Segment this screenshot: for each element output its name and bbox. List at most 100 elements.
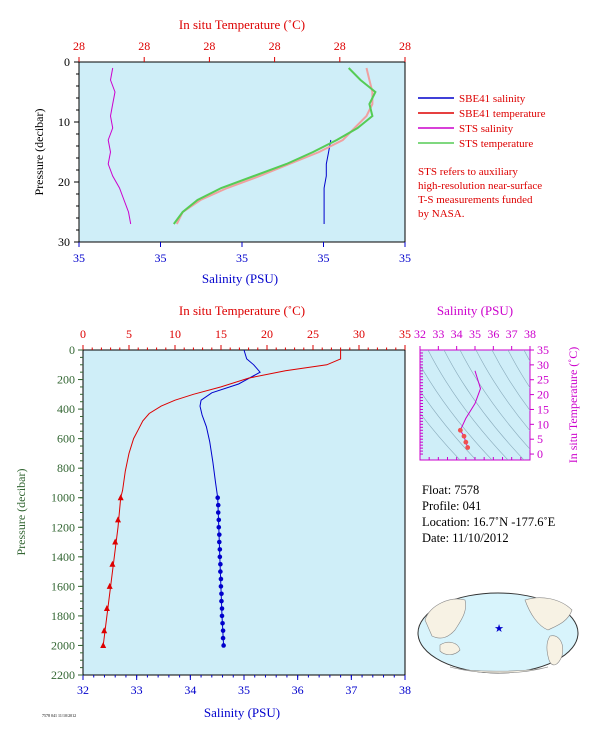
ts-density-contours bbox=[420, 350, 530, 460]
main-temperature-tick-label: 0 bbox=[80, 327, 86, 341]
main-pressure-tick-label: 1400 bbox=[51, 550, 75, 564]
top-plot-area bbox=[78, 61, 406, 243]
density-contour bbox=[427, 350, 509, 460]
salinity-marker bbox=[219, 613, 225, 619]
ts-plot-area bbox=[419, 349, 531, 461]
main-temperature-tick-label: 15 bbox=[215, 327, 227, 341]
ts-title: Salinity (PSU) bbox=[437, 303, 513, 318]
ts-deep-marker bbox=[465, 445, 471, 450]
top-line-sbe41-temperature bbox=[175, 67, 374, 225]
main-pressure-tick-label: 1000 bbox=[51, 491, 75, 505]
float-location-star-icon: ★ bbox=[494, 623, 504, 635]
temperature-marker bbox=[117, 494, 124, 501]
ts-deep-marker bbox=[457, 427, 463, 433]
world-map-australia bbox=[439, 641, 461, 655]
top-salinity-ticks: 35 35 35 35 35 bbox=[73, 242, 411, 265]
main-pressure-tick-label: 400 bbox=[57, 402, 75, 416]
ts-temperature-tick-label: 35 bbox=[537, 343, 549, 357]
main-pressure-tick-label: 2200 bbox=[51, 668, 75, 682]
ts-salinity-tick-label: 32 bbox=[414, 327, 426, 341]
legend-note-line-2: high-resolution near-surface bbox=[418, 180, 542, 192]
main-salinity-tick-label: 33 bbox=[131, 683, 143, 697]
ts-temperature-tick-label: 15 bbox=[537, 402, 549, 416]
top-salinity-label: Salinity (PSU) bbox=[202, 271, 278, 286]
legend-label-sts-salinity: STS salinity bbox=[459, 123, 514, 135]
top-panel: In situ Temperature (˚C) 28 28 28 28 28 28 35… bbox=[32, 17, 411, 286]
top-series-lines bbox=[107, 67, 377, 225]
density-contour bbox=[523, 350, 530, 362]
main-title: In situ Temperature (˚C) bbox=[179, 303, 305, 318]
top-pressure-ticks: 0 10 20 30 bbox=[58, 55, 79, 249]
salinity-marker bbox=[218, 576, 224, 582]
top-temperature-tick-label: 28 bbox=[73, 39, 85, 53]
main-pressure-tick-label: 1600 bbox=[51, 579, 75, 593]
main-pressure-tick-label: 0 bbox=[69, 343, 75, 357]
salinity-marker bbox=[221, 643, 226, 648]
main-panel: In situ Temperature (˚C) 0 5 10 15 20 25 30 35 … bbox=[14, 303, 411, 720]
main-temperature-ticks: 0 5 10 15 20 25 30 35 bbox=[80, 327, 411, 350]
main-plot-area bbox=[82, 349, 406, 676]
top-line-sbe41-salinity bbox=[323, 139, 332, 224]
ts-deep-marker bbox=[463, 439, 469, 445]
world-map-north-america bbox=[524, 597, 573, 631]
legend-note-line-3: T-S measurements funded bbox=[418, 194, 533, 206]
temperature-marker bbox=[112, 538, 119, 545]
main-salinity-ticks: 32 33 34 35 36 37 38 bbox=[77, 675, 411, 697]
top-salinity-tick-label: 35 bbox=[73, 251, 85, 265]
ts-salinity-tick-label: 35 bbox=[469, 327, 481, 341]
ts-salinity-tick-label: 38 bbox=[524, 327, 536, 341]
top-temperature-ticks: 28 28 28 28 28 28 bbox=[73, 39, 411, 62]
top-pressure-tick-label: 30 bbox=[58, 235, 70, 249]
float-id: Float: 7578 bbox=[422, 483, 480, 497]
density-contour bbox=[475, 350, 530, 432]
main-salinity-label: Salinity (PSU) bbox=[204, 705, 280, 720]
top-temperature-tick-label: 28 bbox=[334, 39, 346, 53]
ts-temperature-tick-label: 0 bbox=[537, 447, 543, 461]
temperature-marker bbox=[106, 582, 113, 589]
main-series-lines bbox=[100, 349, 342, 648]
ts-salinity-tick-label: 37 bbox=[506, 327, 518, 341]
ts-temperature-tick-label: 10 bbox=[537, 417, 549, 431]
ts-salinity-tick-label: 33 bbox=[432, 327, 444, 341]
main-pressure-tick-label: 200 bbox=[57, 373, 75, 387]
ts-deep-marker bbox=[461, 433, 467, 439]
main-salinity-tick-label: 38 bbox=[399, 683, 411, 697]
density-contour bbox=[491, 350, 530, 411]
legend: SBE41 salinity SBE41 temperature STS sal… bbox=[418, 93, 546, 220]
top-salinity-tick-label: 35 bbox=[399, 251, 411, 265]
temperature-marker bbox=[100, 642, 107, 648]
ts-panel: Salinity (PSU) 32 33 34 35 36 37 38 0510152025… bbox=[414, 303, 580, 464]
ts-temperature-label: In situ Temperature (˚C) bbox=[566, 347, 580, 464]
top-salinity-tick-label: 35 bbox=[155, 251, 167, 265]
salinity-marker bbox=[218, 561, 223, 567]
main-pressure-label: Pressure (decibar) bbox=[14, 469, 28, 556]
main-temperature-tick-label: 30 bbox=[353, 327, 365, 341]
main-pressure-tick-label: 800 bbox=[57, 461, 75, 475]
top-title: In situ Temperature (˚C) bbox=[179, 17, 305, 32]
ts-temperature-tick-label: 5 bbox=[537, 432, 543, 446]
ts-temperature-tick-label: 25 bbox=[537, 373, 549, 387]
main-pressure-tick-label: 1800 bbox=[51, 609, 75, 623]
salinity-marker bbox=[219, 591, 224, 597]
salinity-marker bbox=[215, 502, 221, 508]
density-contour bbox=[420, 412, 461, 460]
ts-series-line bbox=[457, 370, 482, 450]
salinity-marker bbox=[218, 584, 224, 589]
salinity-marker bbox=[217, 547, 223, 552]
profile-number: Profile: 041 bbox=[422, 499, 482, 513]
salinity-marker bbox=[216, 524, 222, 530]
top-temperature-tick-label: 28 bbox=[399, 39, 411, 53]
top-line-sts-temperature bbox=[172, 67, 377, 225]
salinity-marker bbox=[215, 510, 221, 515]
top-pressure-label: Pressure (decibar) bbox=[32, 109, 46, 196]
legend-label-sbe41-salinity: SBE41 salinity bbox=[459, 93, 526, 105]
salinity-marker bbox=[220, 635, 226, 641]
salinity-marker bbox=[220, 628, 226, 633]
density-contour bbox=[420, 390, 477, 460]
top-salinity-tick-label: 35 bbox=[318, 251, 330, 265]
main-temperature-tick-label: 25 bbox=[307, 327, 319, 341]
top-pressure-tick-label: 0 bbox=[64, 55, 70, 69]
main-salinity-tick-label: 37 bbox=[345, 683, 357, 697]
top-temperature-tick-label: 28 bbox=[269, 39, 281, 53]
